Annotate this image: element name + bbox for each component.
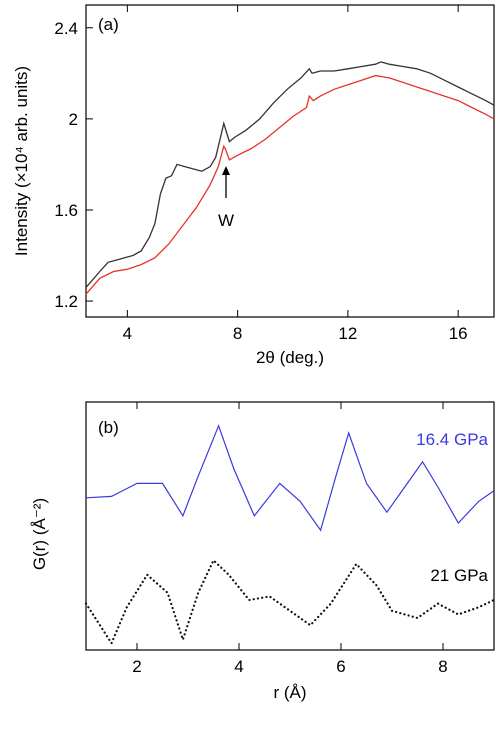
panel-a-y-tick-label: 2 [69, 110, 78, 129]
panel-a-y-tick-label: 1.2 [54, 292, 78, 311]
panel-b-frame [85, 401, 495, 651]
panel-a-x-tick-label: 4 [123, 324, 132, 343]
panel-a-x-axis-label: 2θ (deg.) [256, 348, 324, 367]
w-annotation: W [218, 166, 234, 230]
panel-a-y-ticks: 1.2 1.6 2 2.4 [54, 19, 93, 311]
panel-a: (a) 4 8 12 16 1.2 1.6 2 2.4 2θ (deg.) Intensit… [12, 4, 495, 367]
panel-b-x-tick-label: 6 [336, 657, 345, 676]
panel-a-x-tick-label: 12 [338, 324, 357, 343]
panel-b-x-tick-label: 8 [438, 657, 447, 676]
panel-a-y-tick-label: 1.6 [54, 201, 78, 220]
panel-b-x-tick-label: 2 [132, 657, 141, 676]
panel-b-series-line-1 [84, 558, 496, 646]
panel-a-x-ticks: 4 8 12 16 [123, 5, 468, 343]
panel-a-x-tick-label: 8 [233, 324, 242, 343]
series-21-gpa-label: 21 GPa [430, 566, 488, 585]
panel-b-x-tick-label: 4 [234, 657, 243, 676]
panel-b-label: (b) [98, 418, 119, 437]
panel-a-series-line-1 [85, 74, 495, 295]
panel-b-series [84, 424, 496, 646]
panel-a-frame [85, 4, 495, 318]
w-annotation-label: W [218, 211, 234, 230]
panel-b-y-axis-label: G(r) (Å⁻²) [30, 498, 49, 570]
panel-b-series-line-0 [85, 424, 495, 532]
series-16-4-gpa-label: 16.4 GPa [416, 430, 488, 449]
panel-b-x-ticks: 2 4 6 8 [132, 402, 448, 676]
panel-a-y-axis-label: Intensity (×10⁴ arb. units) [12, 66, 31, 256]
panel-a-series [85, 61, 495, 295]
panel-a-series-line-0 [85, 61, 495, 288]
w-arrow-head [222, 166, 230, 175]
panel-a-label: (a) [98, 15, 119, 34]
panel-a-x-tick-label: 16 [449, 324, 468, 343]
panel-b: (b) 2 4 6 8 16.4 GPa 21 GPa r (Å) G(r) (Å⁻²… [30, 401, 496, 702]
panel-b-x-axis-label: r (Å) [273, 683, 306, 702]
panel-a-y-tick-label: 2.4 [54, 19, 78, 38]
